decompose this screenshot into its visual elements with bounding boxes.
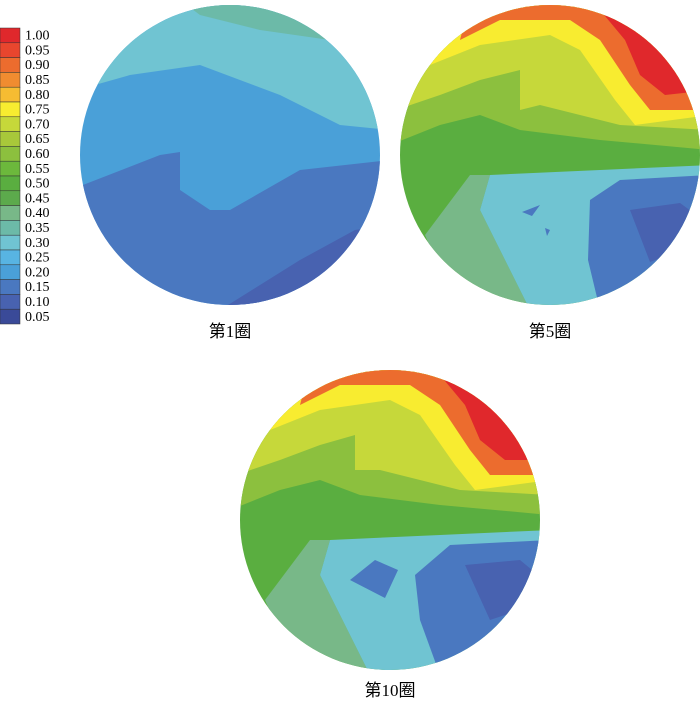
colorbar-swatch — [0, 249, 21, 266]
colorbar-swatch — [0, 308, 21, 325]
colorbar-label: 0.70 — [25, 117, 50, 132]
colorbar-label: 0.15 — [25, 280, 50, 295]
colorbar-label: 0.25 — [25, 251, 50, 266]
colorbar-label: 0.90 — [25, 58, 50, 73]
colorbar-swatch — [0, 116, 21, 132]
colorbar-swatch — [0, 86, 21, 103]
colorbar-swatch — [0, 42, 21, 58]
contour-region — [545, 228, 550, 236]
contour-region — [415, 540, 540, 670]
contour-panel-1 — [80, 5, 380, 305]
panel-caption: 第5圈 — [529, 322, 572, 341]
colorbar-label: 0.60 — [25, 147, 50, 162]
colorbar-label: 0.85 — [25, 73, 50, 88]
colorbar-label: 0.75 — [25, 103, 50, 118]
colorbar-label: 0.20 — [25, 265, 50, 280]
colorbar-label: 0.95 — [25, 43, 50, 58]
colorbar-swatch — [0, 190, 21, 206]
colorbar-swatch — [0, 146, 21, 162]
colorbar-swatch — [0, 72, 21, 88]
colorbar-swatch — [0, 101, 21, 118]
colorbar-swatch — [0, 175, 21, 192]
colorbar-label: 0.55 — [25, 162, 50, 177]
colorbar-swatch — [0, 27, 21, 44]
panel-caption: 第1圈 — [209, 322, 252, 341]
colorbar-swatch — [0, 294, 21, 310]
colorbar-swatch — [0, 220, 21, 236]
contour-region — [522, 205, 540, 216]
colorbar-swatch — [0, 160, 21, 177]
colorbar-label: 0.45 — [25, 191, 50, 206]
colorbar: 1.000.950.900.850.800.750.700.650.600.55… — [0, 27, 50, 325]
panel-caption: 第10圈 — [365, 681, 416, 700]
colorbar-label: 0.30 — [25, 236, 50, 251]
colorbar-label: 0.80 — [25, 88, 50, 103]
colorbar-swatch — [0, 205, 21, 221]
contour-panel-10 — [240, 370, 540, 670]
colorbar-swatch — [0, 57, 21, 73]
colorbar-swatch — [0, 279, 21, 295]
colorbar-label: 1.00 — [25, 29, 50, 44]
colorbar-label: 0.40 — [25, 206, 50, 221]
colorbar-swatch — [0, 131, 21, 147]
contour-region — [350, 560, 398, 598]
colorbar-swatch — [0, 264, 21, 280]
colorbar-label: 0.50 — [25, 177, 50, 192]
colorbar-label: 0.65 — [25, 132, 50, 147]
colorbar-label: 0.35 — [25, 221, 50, 236]
contour-panel-5 — [400, 5, 700, 305]
colorbar-label: 0.10 — [25, 295, 50, 310]
colorbar-swatch — [0, 234, 21, 251]
colorbar-label: 0.05 — [25, 310, 50, 325]
